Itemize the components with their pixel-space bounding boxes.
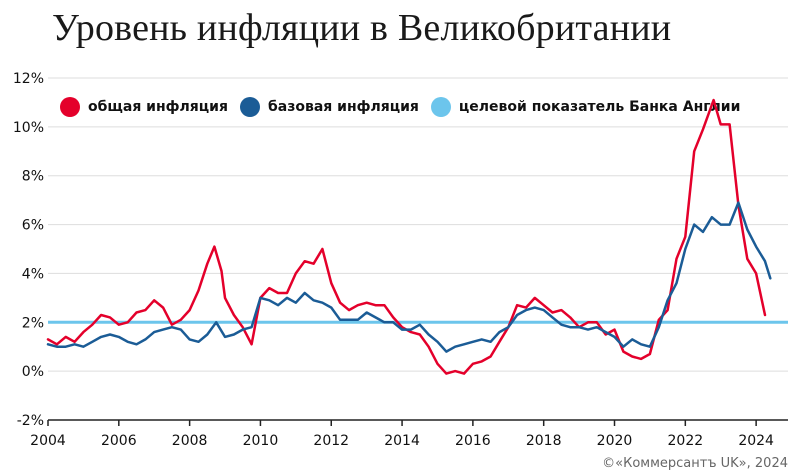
x-tick-label: 2006	[101, 433, 137, 449]
chart-title: Уровень инфляции в Великобритании	[52, 7, 672, 49]
core-inflation-line	[46, 201, 772, 353]
legend-label-target: целевой показатель Банка Англии	[458, 99, 741, 115]
y-tick-label: 12%	[13, 71, 44, 87]
y-tick-label: 4%	[22, 266, 44, 282]
x-tick-label: 2018	[526, 433, 562, 449]
x-tick-label: 2022	[668, 433, 704, 449]
x-tick-label: 2024	[738, 433, 774, 449]
source-credit: ©«Коммерсантъ UK», 2024	[602, 456, 788, 471]
data-series	[46, 98, 772, 375]
legend-swatch-target	[430, 97, 451, 117]
x-tick-label: 2014	[384, 433, 420, 449]
y-tick-label: 10%	[13, 120, 44, 136]
y-tick-label: 2%	[22, 315, 44, 331]
legend-swatch-core	[239, 97, 260, 117]
y-tick-label: 0%	[22, 364, 44, 380]
x-tick-label: 2004	[30, 433, 66, 449]
y-axis-ticks: -2% 0% 2% 4% 6% 8% 10% 12%	[13, 71, 44, 429]
legend-item-headline: общая инфляция	[60, 97, 228, 117]
legend-label-core: базовая инфляция	[267, 99, 419, 115]
x-tick-label: 2008	[172, 433, 208, 449]
legend-label-headline: общая инфляция	[88, 99, 228, 115]
x-tick-label: 2012	[313, 433, 349, 449]
x-tick-label: 2016	[455, 433, 491, 449]
x-tick-label: 2010	[243, 433, 279, 449]
x-tick-label: 2020	[597, 433, 633, 449]
headline-inflation-line	[46, 98, 767, 375]
y-tick-label: 6%	[22, 218, 44, 234]
y-tick-label: -2%	[17, 413, 44, 429]
x-axis: 2004 2006 2008 2010 2012 2014 2016 2018 2020 2022…	[30, 419, 788, 449]
legend-swatch-headline	[60, 97, 80, 117]
legend-item-target: целевой показатель Банка Англии	[430, 97, 741, 117]
grid-lines	[48, 77, 788, 421]
y-tick-label: 8%	[22, 169, 44, 185]
legend: общая инфляция базовая инфляция целевой …	[60, 94, 752, 120]
legend-item-core: базовая инфляция	[239, 97, 419, 117]
